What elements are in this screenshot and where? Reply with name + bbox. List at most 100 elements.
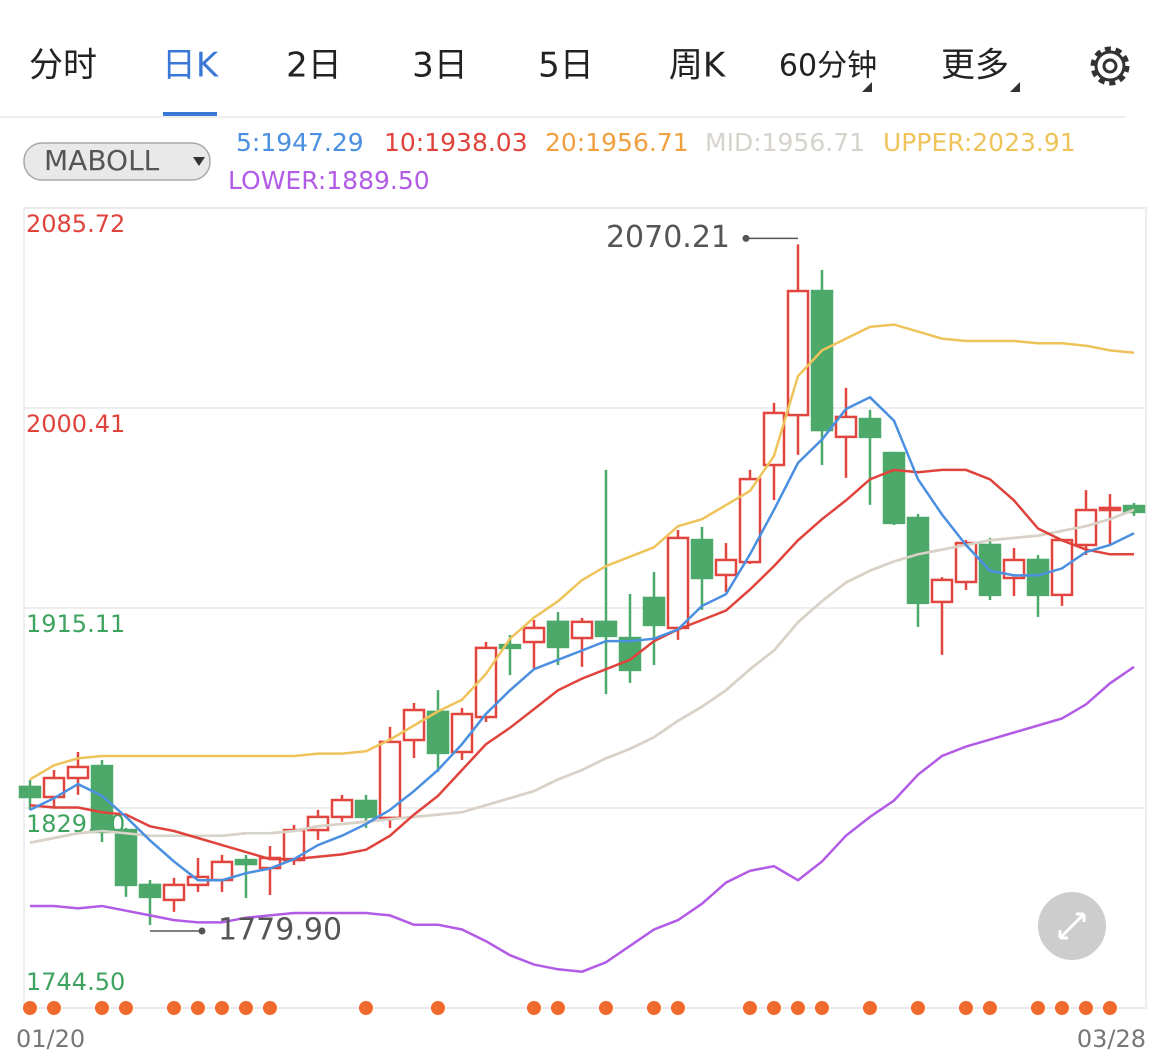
event-marker[interactable] [23,1001,37,1015]
indicator-select[interactable]: MABOLL [23,142,211,181]
candle-body [882,451,906,525]
candle-body [714,558,738,577]
indicator-line [30,665,1135,973]
gear-hub [1102,58,1118,74]
legend-entry: UPPER:2023.91 [883,128,1076,157]
legend-entry: 20:1956.71 [545,128,689,157]
tab[interactable]: 更多 [941,46,1009,86]
event-marker[interactable] [959,1001,973,1015]
candle-body [930,578,954,604]
event-marker[interactable] [527,1001,541,1015]
zoom-button[interactable] [1038,892,1106,960]
candle-body [666,536,690,630]
legend-entry: MID:1956.71 [705,128,865,157]
indicator-line [29,323,1135,781]
event-marker[interactable] [1055,1001,1069,1015]
event-marker[interactable] [815,1001,829,1015]
x-tick-label: 01/20 [16,1025,85,1053]
event-marker[interactable] [239,1001,253,1015]
event-marker[interactable] [263,1001,277,1015]
event-marker[interactable] [167,1001,181,1015]
select-pill [23,142,211,181]
candle-body [690,538,714,580]
candle-body [90,764,114,834]
indicator-line [29,468,1134,861]
annotation-dot [742,234,750,242]
legend-entry: LOWER:1889.50 [228,166,430,195]
candle-body [1122,504,1146,514]
candle-body [738,477,762,564]
candle-body [762,411,786,467]
candle-body [858,417,882,439]
event-marker[interactable] [647,1001,661,1015]
zoom-icon [1058,912,1086,940]
candle-body [522,626,546,644]
candle-body [354,799,378,819]
candle-body [330,798,354,819]
event-marker[interactable] [215,1001,229,1015]
event-marker[interactable] [1031,1001,1045,1015]
candle-body [426,710,450,755]
legend-entry: 10:1938.03 [384,128,528,157]
y-tick-label: 1744.50 [26,968,125,996]
candle-body [450,712,474,754]
event-marker[interactable] [95,1001,109,1015]
event-marker[interactable] [599,1001,613,1015]
candle-body [1026,558,1050,597]
indicator-line [29,508,1135,844]
candle-body [66,765,90,780]
gear-teeth [1090,46,1130,86]
candle-body [138,883,162,899]
indicator-line [29,395,1135,882]
event-marker[interactable] [359,1001,373,1015]
candle-body [786,289,810,417]
event-marker[interactable] [47,1001,61,1015]
event-marker[interactable] [1103,1001,1117,1015]
y-tick-label: 1915.11 [26,610,125,638]
event-marker[interactable] [911,1001,925,1015]
candle-body [570,620,594,640]
tab-corner-mark [862,82,872,92]
candle-body [162,883,186,902]
candle-body [546,620,570,649]
event-marker[interactable] [767,1001,781,1015]
annotation-dot [198,927,206,935]
event-marker[interactable] [743,1001,757,1015]
candle-body [234,858,258,866]
annotation-label: 1779.90 [218,913,342,948]
tab[interactable]: 2日 [286,46,342,86]
event-marker[interactable] [983,1001,997,1015]
event-marker[interactable] [119,1001,133,1015]
tab[interactable]: 60分钟 [779,49,877,84]
y-tick-label: 2085.72 [26,210,125,238]
x-tick-label: 03/28 [1077,1025,1146,1053]
candle-body [18,785,42,799]
tab[interactable]: 日K [162,46,220,86]
tab-underline [163,112,217,116]
annotation-label: 2070.21 [606,220,730,255]
event-marker[interactable] [671,1001,685,1015]
tab-corner-mark [1010,82,1020,92]
settings-button[interactable] [1090,46,1130,86]
candle-body [810,289,834,432]
event-marker[interactable] [551,1001,565,1015]
event-marker[interactable] [191,1001,205,1015]
event-marker[interactable] [863,1001,877,1015]
tab[interactable]: 5日 [538,46,594,86]
legend-entry: 5:1947.29 [236,128,364,157]
event-marker[interactable] [431,1001,445,1015]
candle-body [834,415,858,439]
select-caret [193,157,205,166]
tab[interactable]: 周K [669,46,727,86]
candle-body [498,643,522,650]
candle-body [378,740,402,820]
candle-body [906,516,930,605]
y-tick-label: 2000.41 [26,410,125,438]
candle-body [114,828,138,887]
event-marker[interactable] [1079,1001,1093,1015]
tab[interactable]: 分时 [29,46,97,86]
tab[interactable]: 3日 [412,46,468,86]
candle-body [1098,506,1122,512]
event-marker[interactable] [791,1001,805,1015]
